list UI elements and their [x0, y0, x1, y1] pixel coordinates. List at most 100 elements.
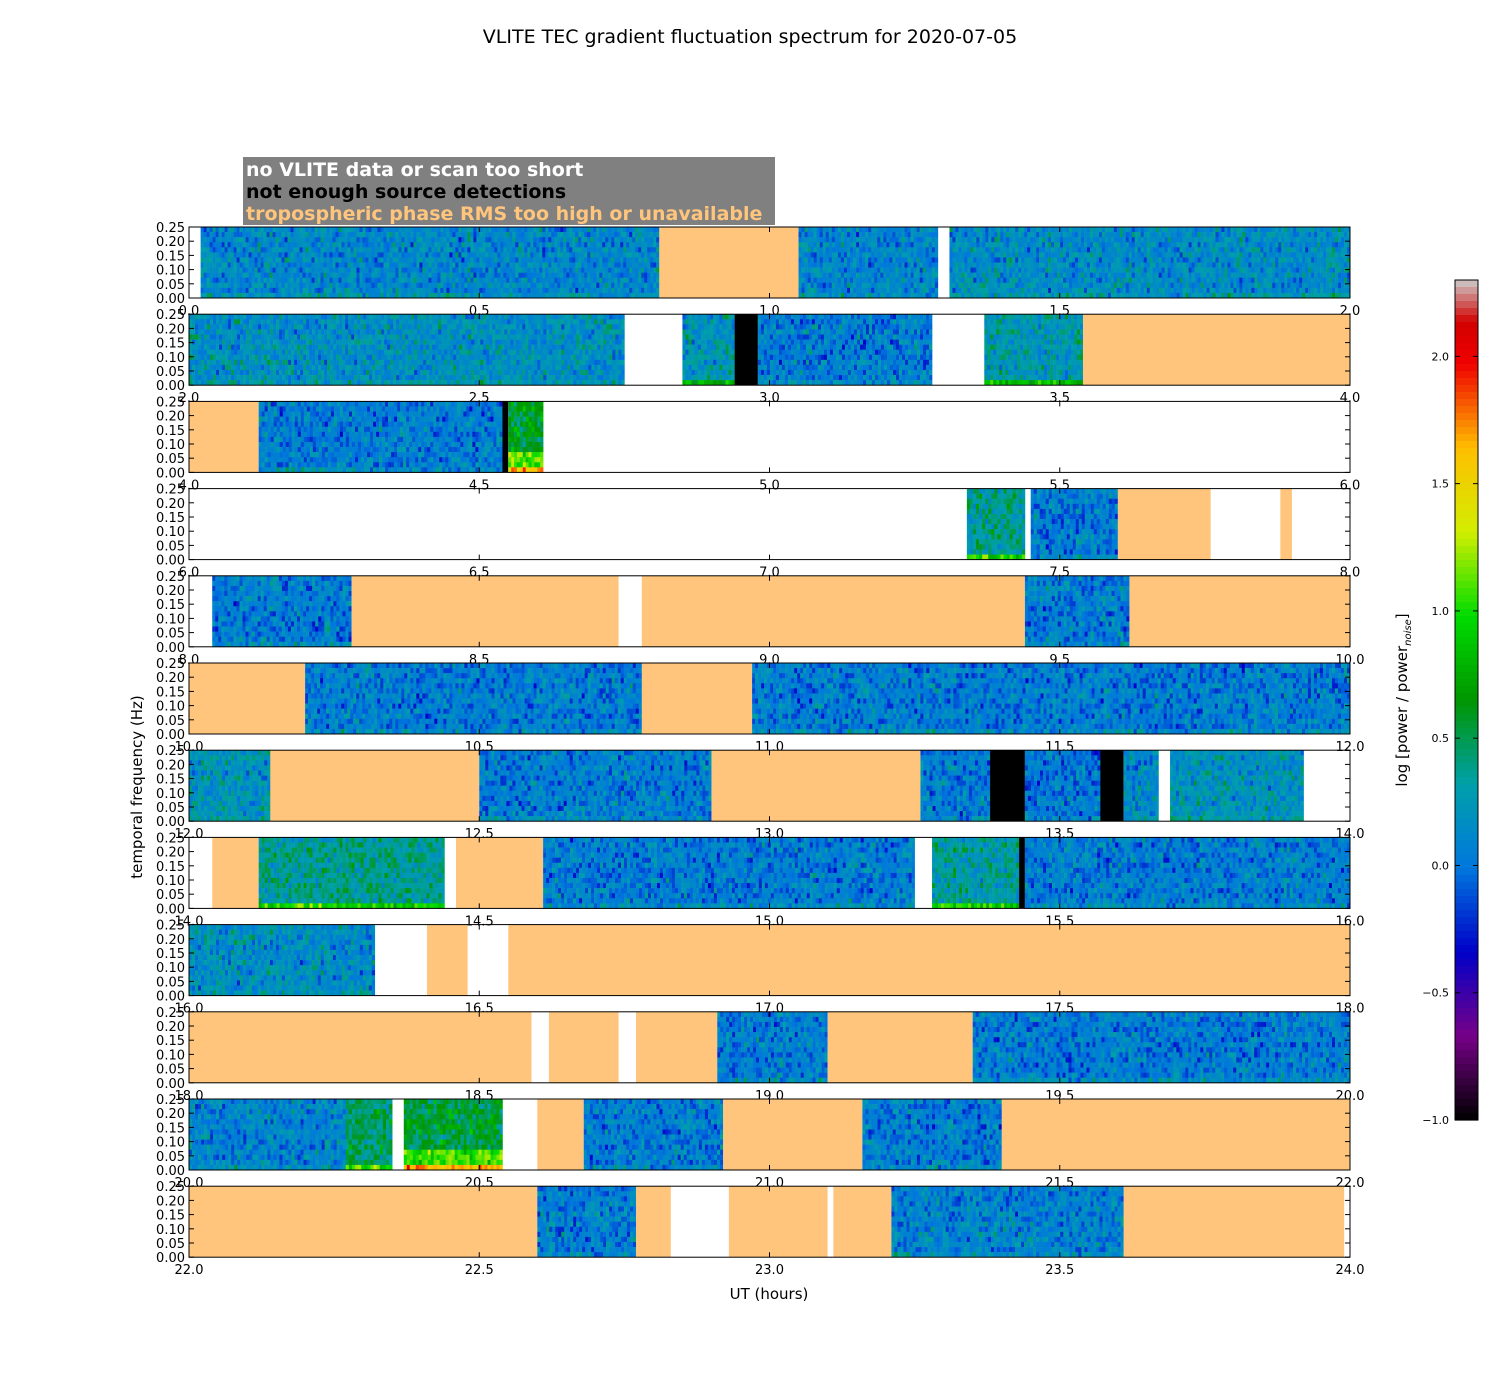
spectrum-cell	[267, 263, 270, 268]
spectrum-cell	[1162, 278, 1165, 283]
spectrum-cell	[1245, 247, 1248, 252]
spectrum-cell	[1036, 232, 1039, 237]
spectrum-cell	[329, 232, 332, 237]
spectrum-cell	[811, 273, 814, 278]
spectrum-cell	[261, 252, 264, 257]
spectrum-cell	[530, 237, 533, 242]
spectrum-cell	[494, 242, 497, 247]
spectrum-cell	[871, 227, 874, 232]
spectrum-cell	[895, 257, 898, 262]
spectrum-cell	[835, 268, 838, 273]
spectrum-cell	[1033, 263, 1036, 268]
spectrum-cell	[246, 232, 249, 237]
spectrum-cell	[422, 278, 425, 283]
spectrum-cell	[1111, 257, 1114, 262]
spectrum-cell	[425, 257, 428, 262]
spectrum-cell	[1341, 242, 1344, 247]
spectrum-cell	[554, 237, 557, 242]
spectrum-cell	[1042, 268, 1045, 273]
spectrum-cell	[1218, 288, 1221, 293]
spectrum-cell	[566, 268, 569, 273]
spectrum-cell	[461, 257, 464, 262]
spectrum-cell	[240, 278, 243, 283]
spectrum-cell	[243, 293, 246, 298]
spectrum-cell	[994, 232, 997, 237]
spectrum-cell	[1057, 288, 1060, 293]
spectrum-cell	[264, 268, 267, 273]
spectrum-cell	[1332, 288, 1335, 293]
spectrum-cell	[1042, 252, 1045, 257]
spectrum-cell	[1129, 288, 1132, 293]
spectrum-cell	[1212, 227, 1215, 232]
spectrum-cell	[1248, 283, 1251, 288]
spectrum-cell	[234, 273, 237, 278]
spectrum-cell	[225, 340, 228, 345]
spectrum-cell	[1204, 227, 1207, 232]
spectrum-cell	[1308, 252, 1311, 257]
spectrum-cell	[611, 257, 614, 262]
spectrum-cell	[1042, 247, 1045, 252]
spectrum-cell	[886, 283, 889, 288]
spectrum-cell	[512, 293, 515, 298]
spectrum-cell	[368, 247, 371, 252]
spectrum-cell	[1141, 263, 1144, 268]
spectrum-cell	[853, 283, 856, 288]
spectrum-cell	[859, 257, 862, 262]
spectrum-cell	[1251, 242, 1254, 247]
spectrum-cell	[1177, 227, 1180, 232]
spectrum-cell	[877, 252, 880, 257]
spectrum-cell	[539, 242, 542, 247]
spectrum-cell	[955, 227, 958, 232]
spectrum-cell	[338, 237, 341, 242]
spectrum-cell	[868, 278, 871, 283]
spectrum-cell	[1141, 227, 1144, 232]
spectrum-cell	[1329, 278, 1332, 283]
spectrum-cell	[1126, 283, 1129, 288]
spectrum-cell	[470, 293, 473, 298]
spectrum-cell	[404, 263, 407, 268]
spectrum-cell	[374, 278, 377, 283]
spectrum-cell	[1204, 283, 1207, 288]
spectrum-cell	[494, 263, 497, 268]
spectrum-cell	[1293, 237, 1296, 242]
spectrum-cell	[1278, 278, 1281, 283]
spectrum-cell	[856, 278, 859, 283]
spectrum-cell	[1272, 237, 1275, 242]
spectrum-cell	[240, 273, 243, 278]
spectrum-cell	[838, 247, 841, 252]
spectrum-cell	[371, 288, 374, 293]
spectrum-cell	[932, 268, 935, 273]
spectrum-cell	[638, 242, 641, 247]
spectrum-cell	[476, 268, 479, 273]
spectrum-cell	[1323, 227, 1326, 232]
spectrum-cell	[560, 237, 563, 242]
spectrum-cell	[533, 288, 536, 293]
spectrum-cell	[1198, 257, 1201, 262]
spectrum-cell	[279, 242, 282, 247]
spectrum-cell	[1147, 252, 1150, 257]
spectrum-cell	[386, 273, 389, 278]
spectrum-cell	[407, 232, 410, 237]
spectrum-cell	[1024, 242, 1027, 247]
spectrum-cell	[629, 273, 632, 278]
spectrum-cell	[1272, 283, 1275, 288]
spectrum-cell	[1227, 278, 1230, 283]
spectrum-cell	[926, 252, 929, 257]
spectrum-cell	[841, 252, 844, 257]
spectrum-cell	[240, 324, 243, 329]
spectrum-cell	[521, 273, 524, 278]
spectrum-cell	[1027, 283, 1030, 288]
spectrum-cell	[303, 293, 306, 298]
spectrum-cell	[1275, 263, 1278, 268]
spectrum-cell	[1186, 288, 1189, 293]
spectrum-cell	[1299, 263, 1302, 268]
spectrum-cell	[404, 273, 407, 278]
spectrum-cell	[1242, 232, 1245, 237]
spectrum-cell	[467, 283, 470, 288]
spectrum-cell	[856, 273, 859, 278]
spectrum-cell	[210, 319, 213, 324]
spectrum-cell	[398, 273, 401, 278]
spectrum-cell	[1201, 232, 1204, 237]
spectrum-cell	[1033, 268, 1036, 273]
spectrum-cell	[1212, 252, 1215, 257]
